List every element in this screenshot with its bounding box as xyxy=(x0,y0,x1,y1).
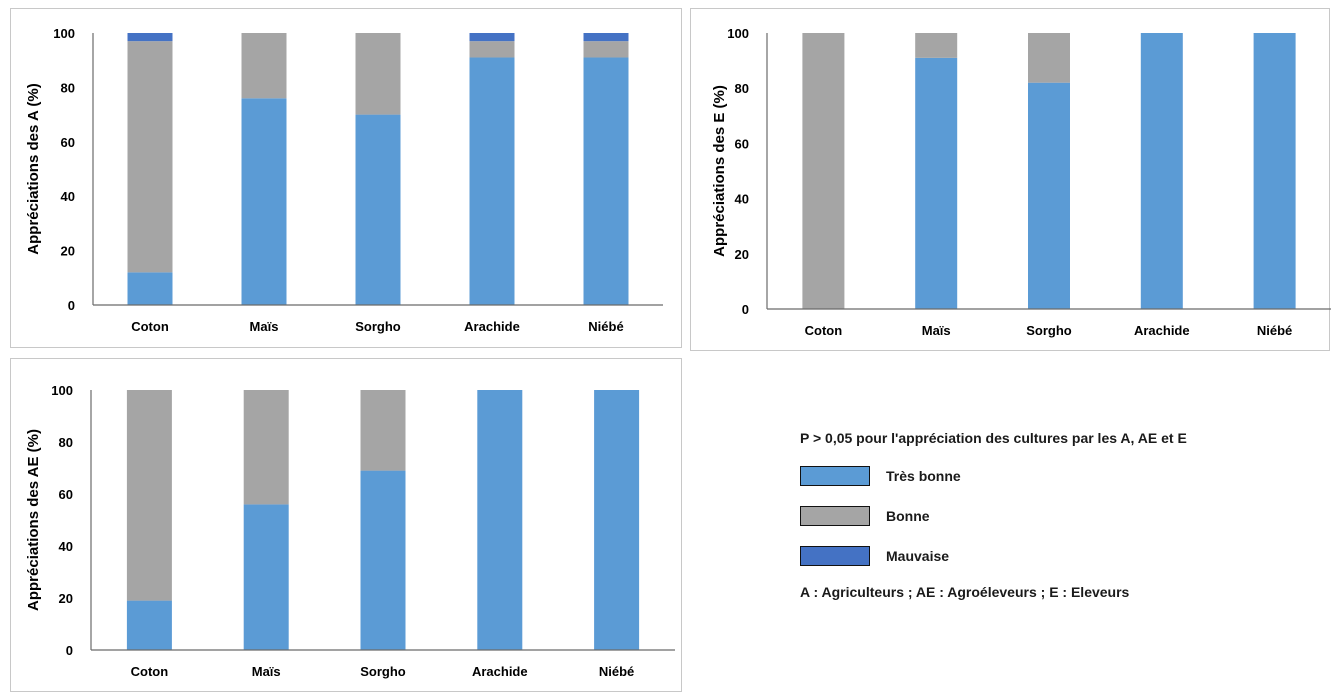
y-axis-label: Appréciations des E (%) xyxy=(711,85,728,257)
legend-abbreviations: A : Agriculteurs ; AE : Agroéleveurs ; E… xyxy=(800,584,1130,600)
y-tick-label: 0 xyxy=(68,298,75,313)
bar-segment-tres-bonne xyxy=(915,57,958,310)
bar-segment-bonne xyxy=(243,390,289,505)
x-tick-label: Arachide xyxy=(1134,323,1190,338)
bar-segment-tres-bonne xyxy=(1028,82,1070,310)
bar-segment-tres-bonne xyxy=(583,57,629,306)
legend-swatch-bonne xyxy=(800,506,870,526)
legend-note: P > 0,05 pour l'appréciation des culture… xyxy=(800,430,1187,446)
y-tick-label: 40 xyxy=(735,192,749,207)
y-axis-label: Appréciations des A (%) xyxy=(25,83,42,254)
x-tick-label: Arachide xyxy=(464,319,520,334)
bar-segment-bonne xyxy=(1028,33,1070,83)
x-tick-label: Sorgho xyxy=(360,664,406,679)
y-tick-label: 40 xyxy=(59,539,73,554)
x-tick-label: Coton xyxy=(805,323,843,338)
bar-segment-bonne xyxy=(583,41,629,58)
legend-item-tres-bonne: Très bonne xyxy=(800,464,1300,488)
x-tick-label: Maïs xyxy=(922,323,951,338)
chart-panel-ae: Appréciations des AE (%) 0 20 40 60 80 100 Coto… xyxy=(10,358,682,692)
chart-e: Appréciations des E (%) 0 20 40 60 80 100 Coton… xyxy=(711,26,1331,338)
bar-segment-mauvaise xyxy=(469,33,515,42)
x-tick-label: Niébé xyxy=(599,664,634,679)
bar-segment-tres-bonne xyxy=(241,98,287,305)
y-tick-label: 60 xyxy=(59,487,73,502)
y-tick-label: 20 xyxy=(61,244,75,259)
x-tick-label: Niébé xyxy=(588,319,623,334)
bar-segment-tres-bonne xyxy=(243,504,289,650)
bar-segment-tres-bonne xyxy=(127,272,173,305)
bar-segment-bonne xyxy=(127,41,173,273)
y-tick-label: 20 xyxy=(735,247,749,262)
bar-segment-tres-bonne xyxy=(594,390,640,650)
y-axis-label: Appréciations des AE (%) xyxy=(25,429,42,611)
legend-item-bonne: Bonne xyxy=(800,504,1300,528)
y-tick-label: 40 xyxy=(61,189,75,204)
x-tick-label: Sorgho xyxy=(1026,323,1072,338)
x-tick-label: Coton xyxy=(131,319,169,334)
y-tick-label: 80 xyxy=(735,81,749,96)
legend-item-mauvaise: Mauvaise xyxy=(800,544,1300,568)
y-tick-label: 80 xyxy=(61,80,75,95)
legend-label-tres-bonne: Très bonne xyxy=(886,468,961,484)
bar-segment-tres-bonne xyxy=(1140,33,1183,309)
x-tick-label: Maïs xyxy=(250,319,279,334)
y-tick-label: 0 xyxy=(66,643,73,658)
chart-ae: Appréciations des AE (%) 0 20 40 60 80 100 Coto… xyxy=(25,383,675,679)
bar-segment-tres-bonne xyxy=(1253,33,1296,309)
bar-segment-tres-bonne xyxy=(355,114,401,305)
bar-segment-bonne xyxy=(241,33,287,99)
y-tick-label: 60 xyxy=(61,135,75,150)
x-tick-label: Arachide xyxy=(472,664,528,679)
y-tick-label: 100 xyxy=(51,383,73,398)
bar-segment-bonne xyxy=(915,33,958,58)
bar-segment-tres-bonne xyxy=(126,600,172,650)
y-tick-label: 100 xyxy=(53,26,75,41)
x-tick-label: Maïs xyxy=(252,664,281,679)
bar-segment-bonne xyxy=(802,33,845,309)
bar-segment-tres-bonne xyxy=(360,470,406,650)
legend: P > 0,05 pour l'appréciation des culture… xyxy=(800,430,1300,614)
bar-segment-bonne xyxy=(355,33,401,115)
x-tick-label: Sorgho xyxy=(355,319,401,334)
bar-segment-mauvaise xyxy=(583,33,629,42)
bar-segment-tres-bonne xyxy=(469,57,515,306)
x-tick-label: Niébé xyxy=(1257,323,1292,338)
y-tick-label: 60 xyxy=(735,136,749,151)
chart-panel-e: Appréciations des E (%) 0 20 40 60 80 100 Coton… xyxy=(690,8,1331,351)
x-tick-label: Coton xyxy=(131,664,169,679)
bar-segment-bonne xyxy=(360,390,406,471)
legend-swatch-mauvaise xyxy=(800,546,870,566)
y-tick-label: 20 xyxy=(59,591,73,606)
y-tick-label: 0 xyxy=(742,302,749,317)
legend-label-mauvaise: Mauvaise xyxy=(886,548,950,564)
chart-panel-a: Appréciations des A (%) 0 20 40 60 80 100 Coton… xyxy=(10,8,682,348)
y-tick-label: 80 xyxy=(59,435,73,450)
legend-swatch-tres-bonne xyxy=(800,466,870,486)
bar-segment-tres-bonne xyxy=(477,390,523,650)
bar-segment-bonne xyxy=(469,41,515,58)
bar-segment-bonne xyxy=(126,390,172,601)
bar-segment-mauvaise xyxy=(127,33,173,42)
y-tick-label: 100 xyxy=(727,26,749,41)
legend-label-bonne: Bonne xyxy=(886,508,930,524)
chart-a: Appréciations des A (%) 0 20 40 60 80 100 Coton… xyxy=(25,26,663,334)
